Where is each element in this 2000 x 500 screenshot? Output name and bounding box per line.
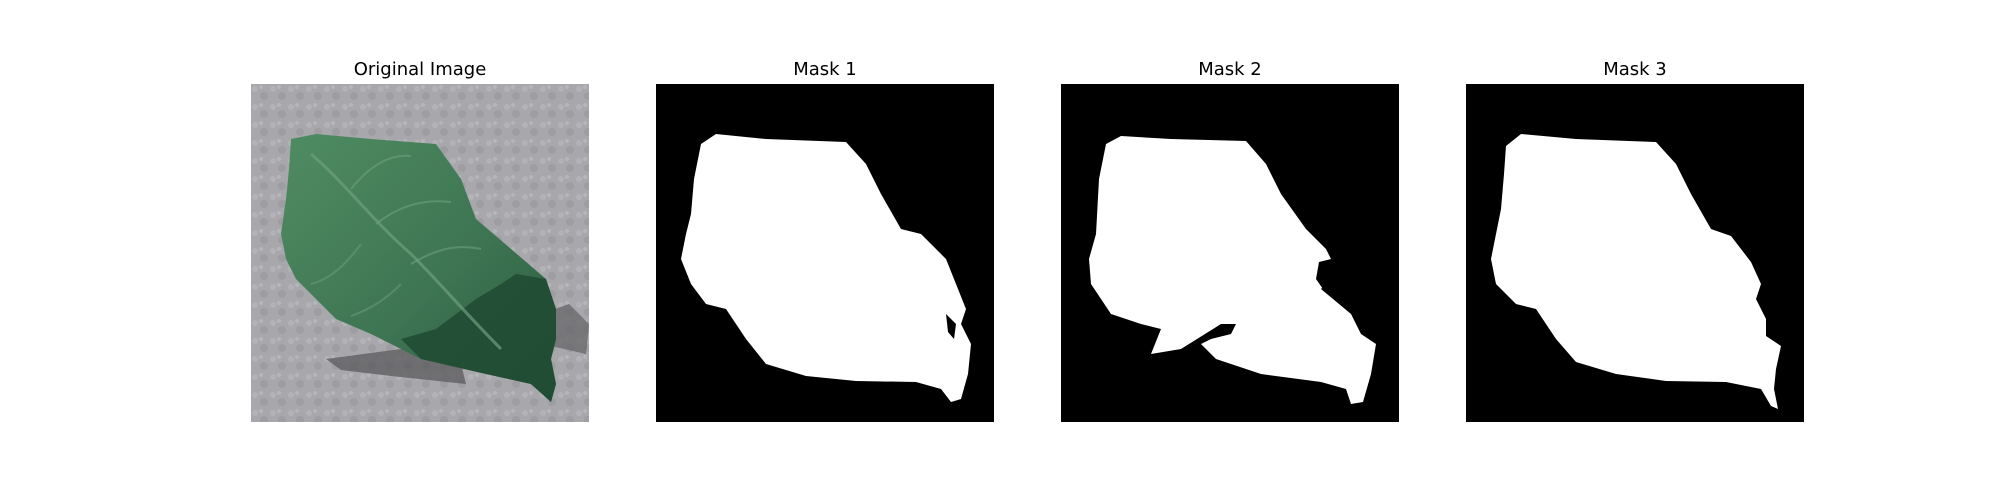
mask-1-image <box>656 84 994 422</box>
mask-3-image <box>1466 84 1804 422</box>
mask-hole <box>1316 259 1351 294</box>
leaf-shaded-region <box>401 274 556 402</box>
mask-3-title: Mask 3 <box>1603 59 1667 80</box>
mask-hole <box>946 314 956 339</box>
mask-foreground <box>681 134 971 402</box>
mask-1-title: Mask 1 <box>793 59 857 80</box>
mask-foreground <box>1089 136 1376 404</box>
leaf-vein <box>375 200 452 225</box>
mask-foreground <box>1491 134 1781 409</box>
original-image <box>251 84 589 422</box>
leaf-vein <box>410 246 482 265</box>
leaf-midrib <box>310 152 503 351</box>
mask-2-image <box>1061 84 1399 422</box>
mask-3-panel: Mask 3 <box>1466 0 1804 500</box>
mask-1-panel: Mask 1 <box>656 0 994 500</box>
mask-2-title: Mask 2 <box>1198 59 1262 80</box>
leaf-vein <box>350 154 412 190</box>
leaf-vein <box>350 283 402 317</box>
leaf-vein <box>310 243 362 285</box>
mask-2-panel: Mask 2 <box>1061 0 1399 500</box>
original-image-panel: Original Image <box>251 0 589 500</box>
original-image-title: Original Image <box>353 59 487 80</box>
